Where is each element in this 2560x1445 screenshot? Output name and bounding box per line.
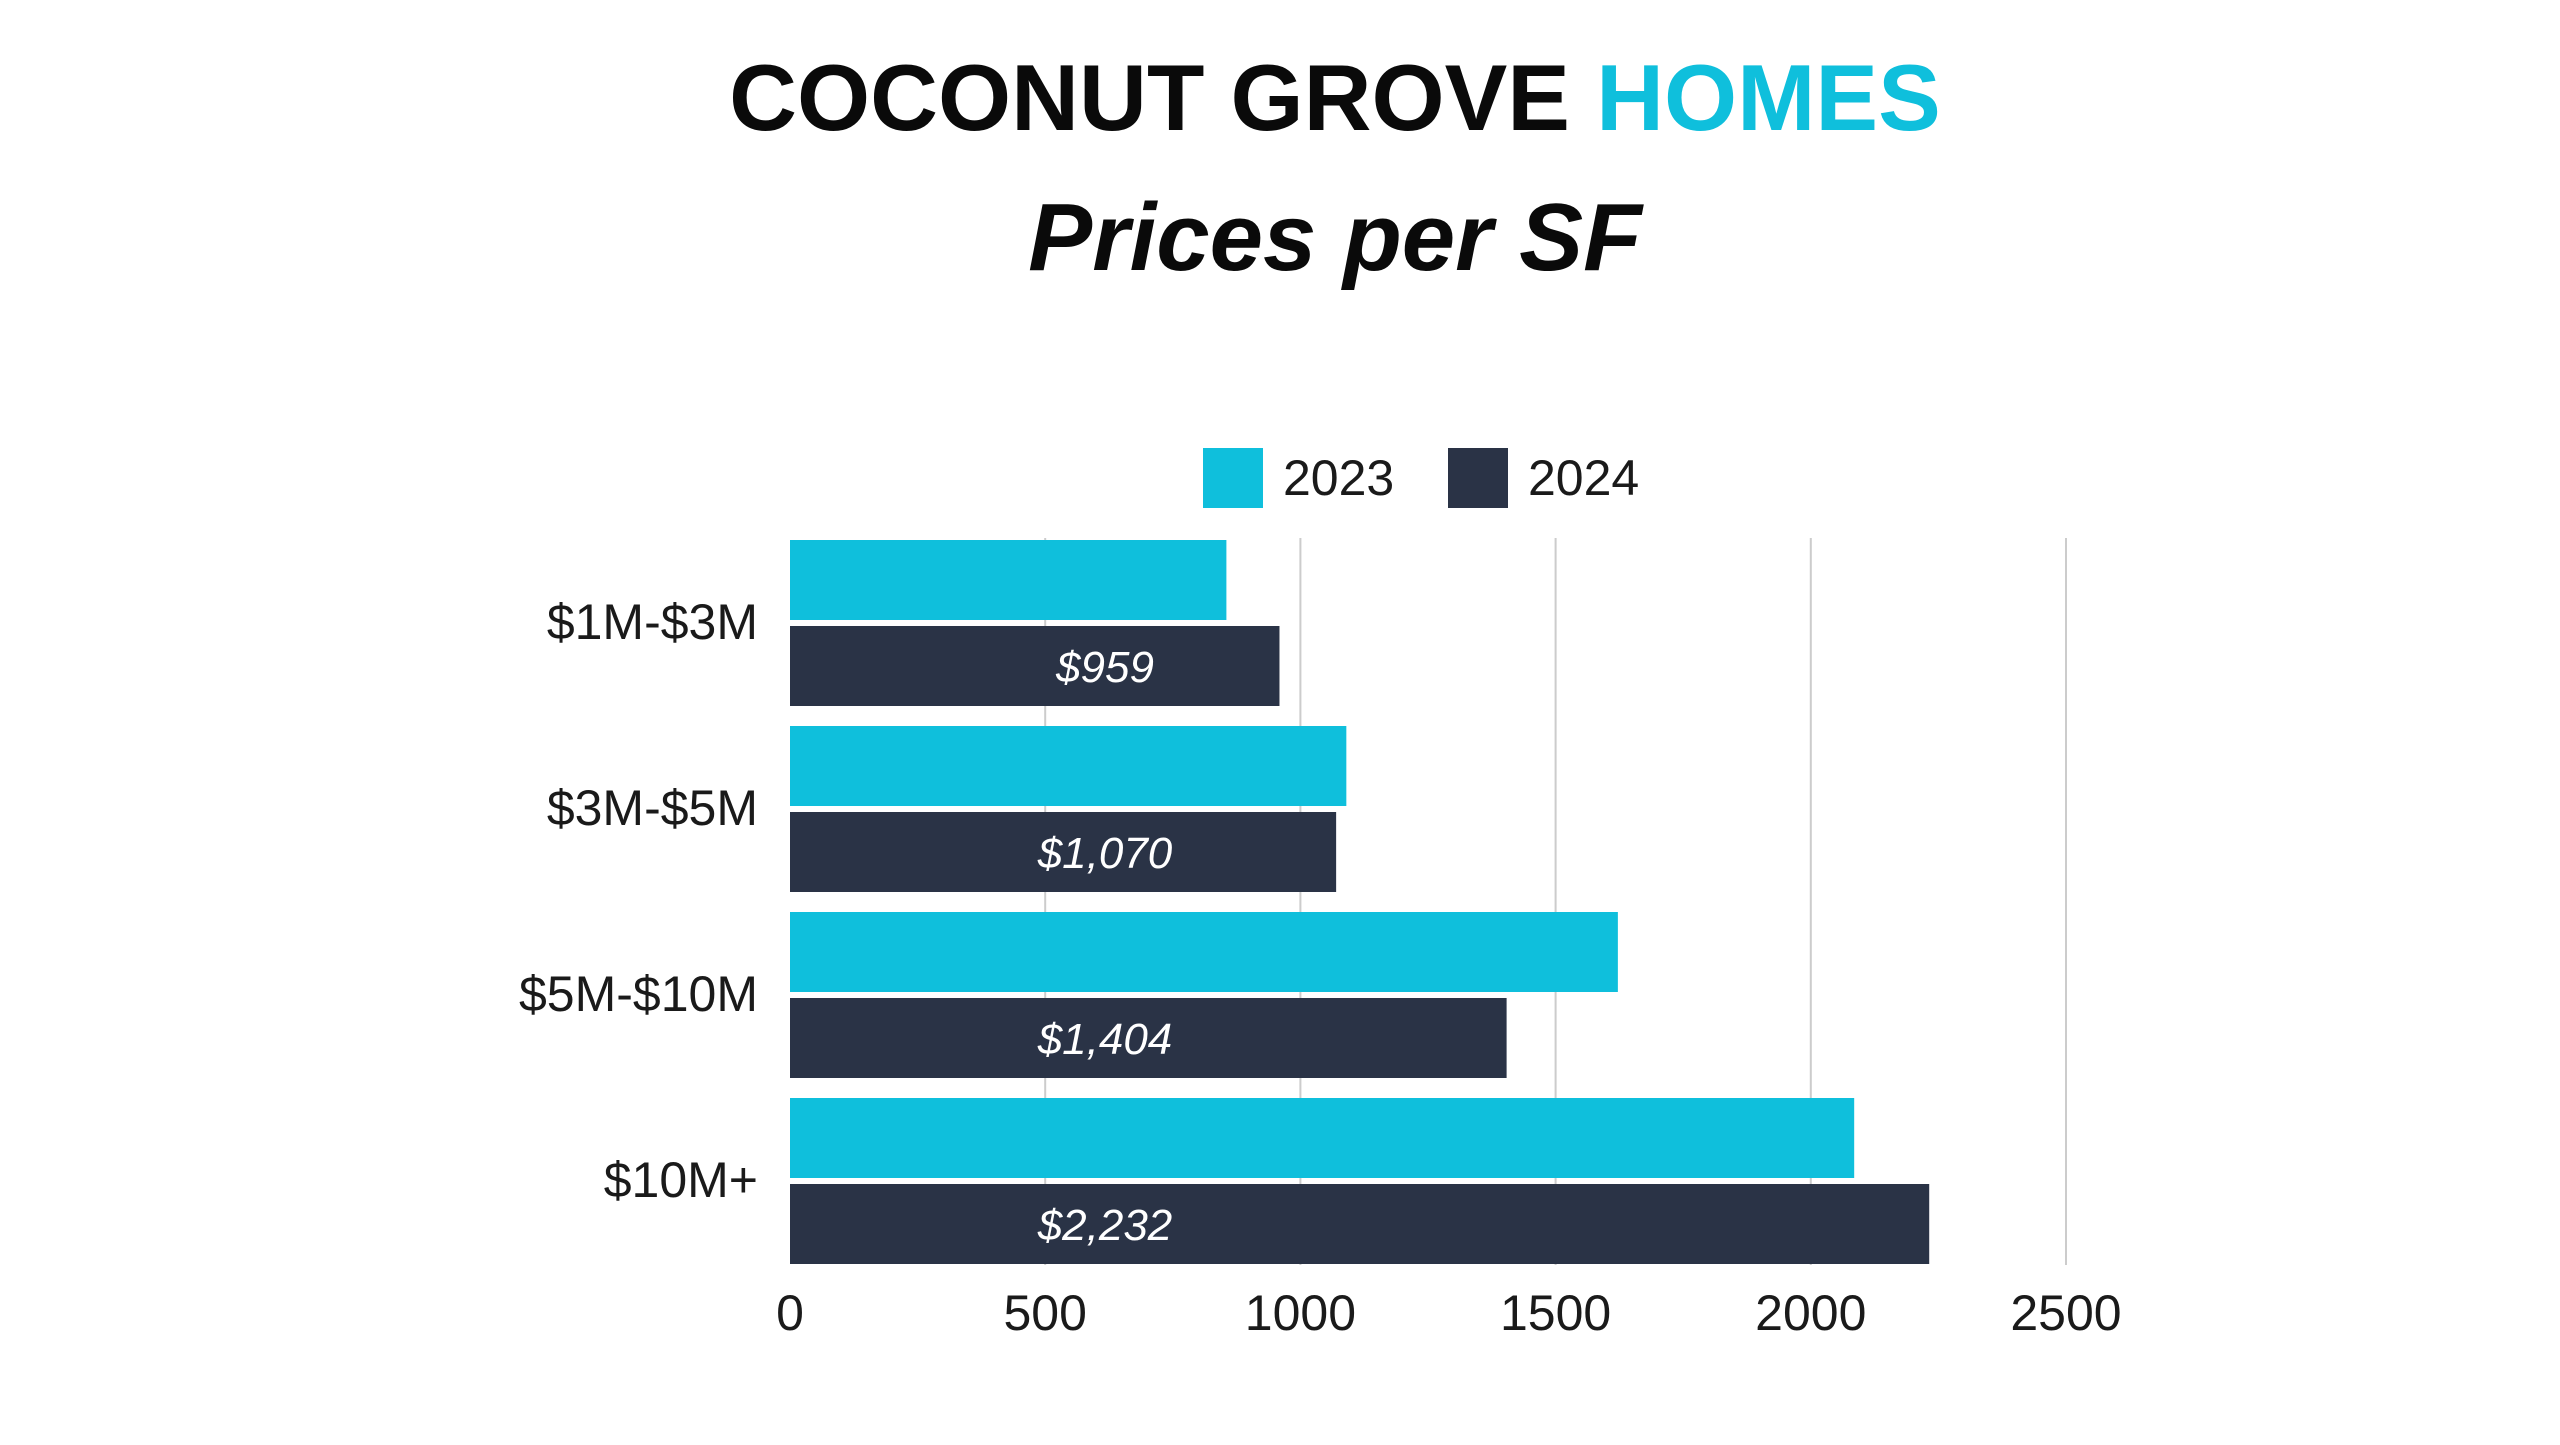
bar-2024-1: [790, 812, 1337, 892]
data-label-2024-3: $2,232: [1037, 1201, 1173, 1250]
legend-swatch-2024: [1448, 448, 1508, 508]
legend-label-2024: 2024: [1528, 450, 1639, 506]
bars: $959 $1,070 $1,404 $2,232: [790, 540, 1930, 1264]
data-label-2024-1: $1,070: [1037, 829, 1173, 878]
bar-2023-0: [790, 540, 1227, 620]
bar-2023-1: [790, 726, 1347, 806]
y-category-label-3: $10M+: [604, 1152, 758, 1208]
chart-subtitle: Prices per SF: [1028, 184, 1644, 291]
data-label-2024-2: $1,404: [1037, 1015, 1173, 1064]
bar-2024-3: [790, 1184, 1930, 1264]
bar-2023-2: [790, 912, 1618, 992]
x-tick-label-2000: 2000: [1755, 1285, 1866, 1341]
legend: 2023 2024: [1203, 448, 1639, 508]
y-category-label-1: $3M-$5M: [547, 780, 758, 836]
y-category-label-2: $5M-$10M: [519, 966, 758, 1022]
x-tick-label-1000: 1000: [1245, 1285, 1356, 1341]
x-axis-tick-labels: 0 500 1000 1500 2000 2500: [776, 1285, 2122, 1341]
chart-title: COCONUT GROVE HOMES: [729, 45, 1941, 150]
bar-2024-0: [790, 626, 1280, 706]
x-tick-label-2500: 2500: [2010, 1285, 2121, 1341]
y-category-label-0: $1M-$3M: [547, 594, 758, 650]
y-axis-labels: $1M-$3M $3M-$5M $5M-$10M $10M+: [519, 594, 758, 1208]
x-tick-label-0: 0: [776, 1285, 804, 1341]
data-label-2024-0: $959: [1055, 643, 1154, 692]
bar-2024-2: [790, 998, 1507, 1078]
bar-2023-3: [790, 1098, 1855, 1178]
legend-swatch-2023: [1203, 448, 1263, 508]
chart-title-part1: COCONUT GROVE: [729, 45, 1596, 150]
legend-label-2023: 2023: [1283, 450, 1394, 506]
chart-title-part2: HOMES: [1596, 45, 1941, 150]
x-tick-label-1500: 1500: [1500, 1285, 1611, 1341]
x-tick-label-500: 500: [1003, 1285, 1086, 1341]
